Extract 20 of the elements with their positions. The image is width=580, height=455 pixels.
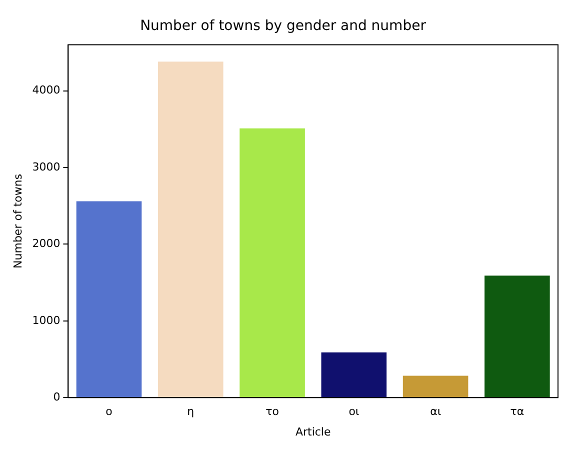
y-axis-title: Number of towns [11, 174, 24, 268]
y-tick-label: 1000 [32, 314, 60, 327]
y-tick-label: 4000 [32, 84, 60, 97]
x-tick-label: οι [348, 405, 360, 418]
x-tick-label: αι [430, 405, 442, 418]
y-tick-label: 0 [53, 390, 60, 404]
x-tick-label: το [266, 405, 280, 418]
x-tick-label: ο [106, 405, 113, 418]
bar [402, 376, 468, 398]
bar [240, 128, 305, 398]
bar [484, 276, 550, 398]
x-tick-label: τα [510, 405, 524, 418]
bar [158, 62, 224, 398]
chart-title: Number of towns by gender and number [140, 18, 426, 34]
bar [321, 352, 387, 398]
x-axis-title: Article [295, 425, 331, 438]
x-tick-label: η [187, 405, 194, 418]
y-tick-label: 3000 [32, 160, 60, 174]
bar [76, 201, 142, 398]
y-tick-label: 2000 [32, 237, 60, 250]
